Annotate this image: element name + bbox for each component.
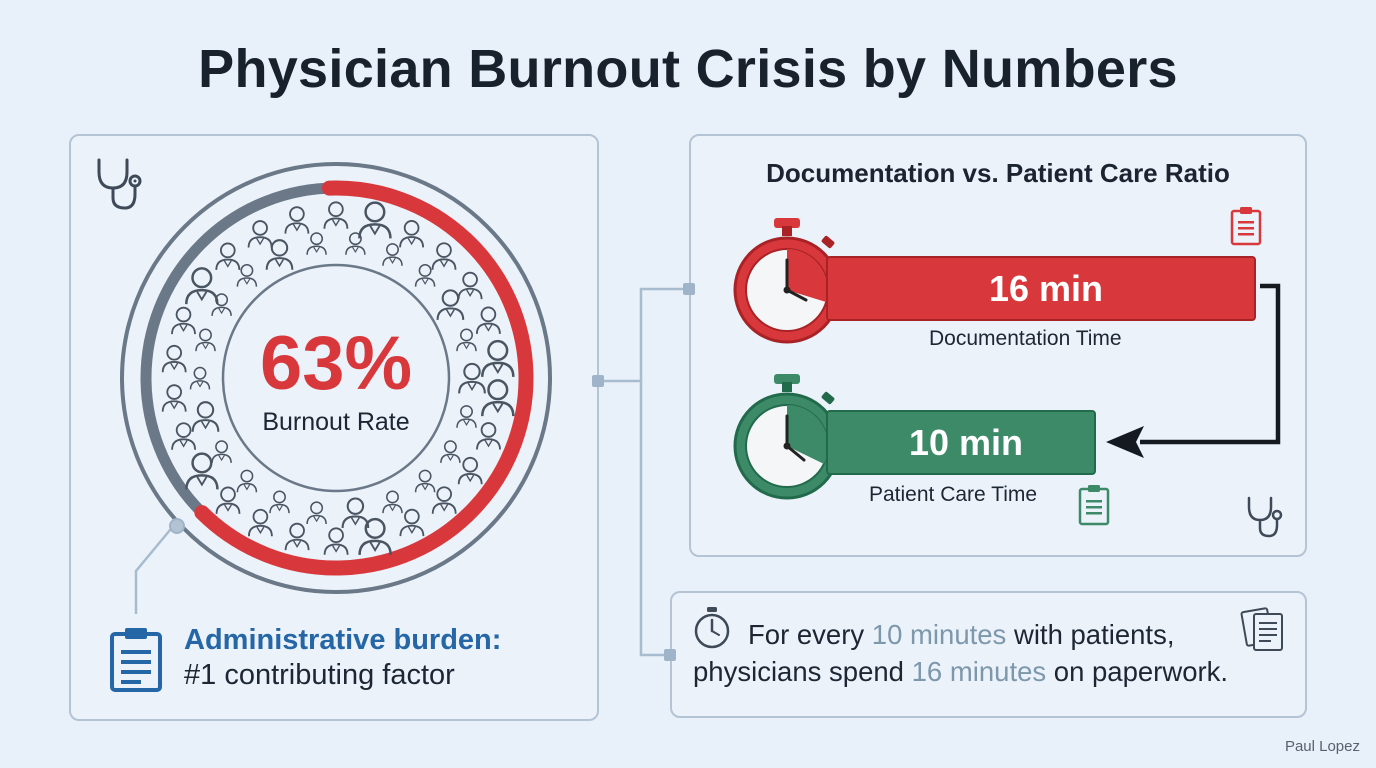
ratio-title: Documentation vs. Patient Care Ratio [766, 158, 1230, 188]
note-panel [670, 591, 1307, 718]
physician-avatar-icon [341, 497, 370, 530]
physician-avatar-icon [456, 405, 477, 429]
note-text: physicians spend [693, 656, 912, 687]
physician-avatar-icon [457, 456, 483, 486]
note-text: For every [748, 619, 872, 650]
physician-avatar-icon [475, 306, 501, 335]
physician-avatar-icon [456, 328, 477, 352]
physician-avatar-icon [431, 242, 457, 271]
clipboard-icon [1078, 485, 1110, 526]
arrow-icon [1106, 283, 1281, 458]
note-highlight: 16 minutes [911, 656, 1047, 687]
documents-icon [1240, 607, 1283, 651]
physician-avatar-icon [171, 422, 197, 451]
physician-avatar-icon [215, 242, 241, 271]
author-credit: Paul Lopez [1284, 738, 1360, 755]
patient-care-bar: 10 min [826, 410, 1096, 475]
physician-avatar-icon [382, 490, 403, 514]
physician-avatar-icon [185, 267, 219, 306]
clipboard-icon [1230, 207, 1262, 246]
physician-avatar-icon [382, 243, 403, 267]
physician-avatar-icon [481, 379, 515, 418]
stopwatch-icon [733, 374, 841, 500]
physician-avatar-icon [323, 201, 349, 230]
physician-avatar-icon [171, 306, 196, 336]
physician-avatar-icon [284, 522, 310, 552]
physician-avatar-icon [399, 508, 425, 538]
physician-avatar-icon [358, 517, 392, 557]
note-line-1: For every 10 minutes with patients, [748, 619, 1174, 651]
patient-care-caption: Patient Care Time [869, 483, 1038, 506]
physician-avatar-icon [161, 384, 187, 413]
physician-avatar-icon [247, 508, 273, 538]
burnout-percent: 63% [259, 321, 413, 406]
physician-avatar-icon [211, 440, 232, 464]
physician-avatar-icon [306, 501, 327, 525]
stethoscope-icon [1247, 496, 1283, 538]
physician-avatar-icon [481, 339, 515, 379]
physician-avatar-icon [269, 490, 290, 514]
stopwatch-icon [733, 218, 841, 344]
physician-avatar-icon [323, 527, 349, 556]
physician-avatar-icon [457, 271, 483, 301]
physician-avatar-icon [358, 201, 392, 240]
physician-avatar-icon [284, 206, 310, 235]
physician-avatar-icon [215, 486, 241, 515]
burnout-ring [120, 162, 552, 594]
note-text: on paperwork. [1046, 656, 1229, 687]
physician-avatar-icon [431, 486, 457, 515]
physician-avatar-icon [458, 362, 486, 395]
physician-avatar-icon [306, 232, 327, 256]
physician-avatar-icon [399, 220, 425, 249]
physician-avatar-icon [195, 328, 216, 352]
stethoscope-icon [97, 158, 142, 210]
physician-avatar-icon [414, 469, 436, 493]
outer-ring [120, 162, 552, 594]
factor-title: Administrative burden: [184, 624, 502, 656]
page-title: Physician Burnout Crisis by Numbers [198, 39, 1178, 99]
physician-avatar-icon [476, 422, 501, 451]
physician-avatar-icon [247, 220, 273, 249]
note-highlight: 10 minutes [871, 619, 1007, 650]
documentation-caption: Documentation Time [929, 327, 1122, 350]
physician-avatar-icon [440, 440, 461, 464]
burnout-rate-label: Burnout Rate [262, 408, 410, 436]
stopwatch-icon [694, 607, 730, 649]
factor-subtitle: #1 contributing factor [184, 659, 455, 691]
physician-avatar-icon [236, 263, 258, 288]
physician-avatar-icon [161, 344, 187, 374]
clipboard-icon [110, 628, 162, 692]
documentation-bar: 16 min [826, 256, 1256, 321]
physician-avatar-icon [236, 469, 258, 493]
burnout-progress-arc [138, 180, 534, 576]
physician-avatar-icon [191, 401, 220, 433]
physician-avatar-icon [345, 232, 366, 256]
note-text: with patients, [1006, 619, 1175, 650]
note-line-2: physicians spend 16 minutes on paperwork… [693, 656, 1228, 688]
inner-ring [221, 263, 451, 493]
connector-dot [169, 518, 185, 534]
physician-avatar-icon [189, 366, 211, 391]
